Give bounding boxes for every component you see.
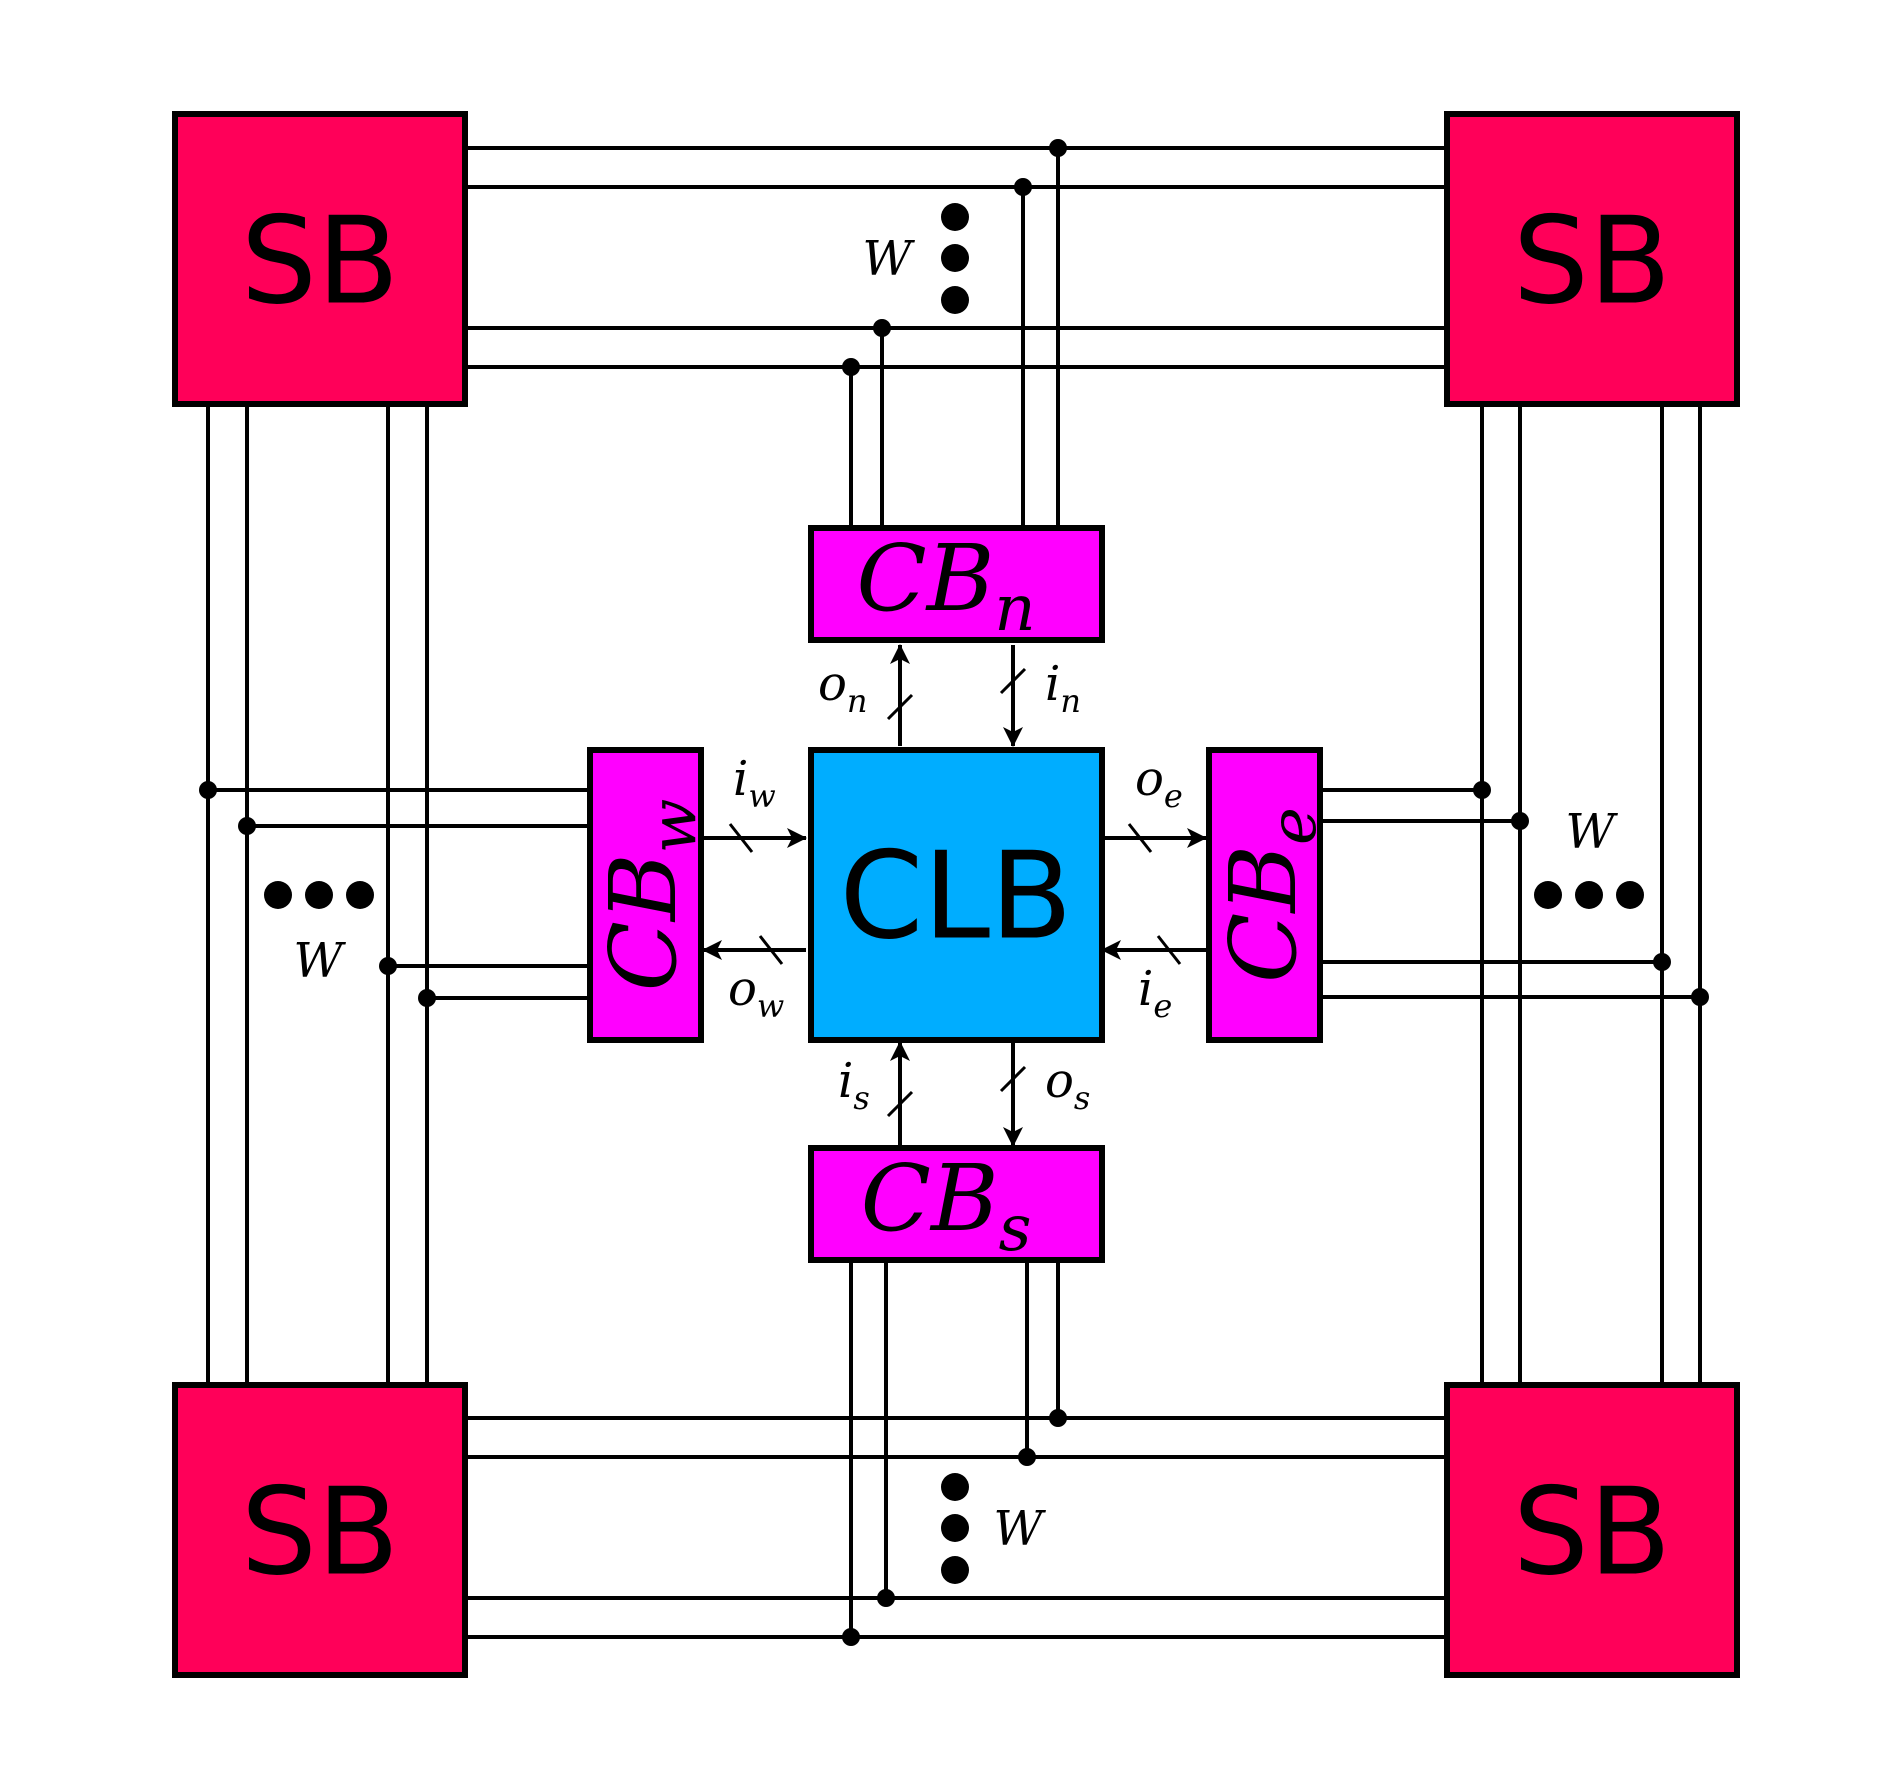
signal-label-i-n: in <box>1045 656 1081 720</box>
svg-text:on: on <box>818 656 868 720</box>
width-label-right: W <box>1565 804 1618 860</box>
svg-text:CBs: CBs <box>861 1145 1032 1266</box>
signal-label-o-n: on <box>818 656 868 720</box>
cb-east-connections <box>1320 788 1700 999</box>
svg-text:CBw: CBw <box>590 799 711 992</box>
width-label-bottom: W <box>993 1501 1046 1557</box>
cb-west-connections <box>208 788 590 1000</box>
width-label-left: W <box>293 933 346 989</box>
signal-label-o-s: os <box>1045 1053 1090 1117</box>
clb-label: CLB <box>840 828 1073 967</box>
svg-text:is: is <box>838 1053 870 1117</box>
svg-text:os: os <box>1045 1053 1090 1117</box>
switch-box-bottom-left: SB <box>172 1382 468 1678</box>
connection-box-south: CBs <box>808 1145 1105 1266</box>
width-label-top: W <box>862 231 915 287</box>
svg-text:ie: ie <box>1138 961 1172 1025</box>
switch-box-top-right: SB <box>1444 111 1740 407</box>
connection-box-north: CBn <box>808 525 1105 646</box>
signal-label-o-w: ow <box>728 961 784 1025</box>
switch-box-label: SB <box>1513 1464 1672 1603</box>
svg-text:oe: oe <box>1135 751 1183 815</box>
signal-arrows <box>702 644 1207 1147</box>
switch-box-bottom-right: SB <box>1444 1382 1740 1678</box>
junction-dots <box>199 139 1709 1646</box>
signal-label-o-e: oe <box>1135 751 1183 815</box>
routing-tracks-bottom <box>465 1416 1447 1639</box>
switch-box-top-left: SB <box>172 111 468 407</box>
ellipsis-left <box>264 881 374 909</box>
routing-tracks-left <box>206 405 429 1385</box>
svg-text:ow: ow <box>728 961 784 1025</box>
cb-south-connections <box>849 1260 1060 1637</box>
connection-box-east: CBe <box>1206 747 1331 1043</box>
routing-tracks-right <box>1480 405 1702 1385</box>
connection-box-west: CBw <box>587 747 711 1043</box>
ellipsis-top <box>941 203 969 314</box>
signal-label-i-s: is <box>838 1053 870 1117</box>
ellipsis-right <box>1534 881 1644 909</box>
cb-north-connections <box>849 148 1060 528</box>
switch-box-label: SB <box>241 1464 400 1603</box>
svg-text:CBe: CBe <box>1210 807 1331 983</box>
signal-label-i-w: iw <box>733 751 776 815</box>
svg-text:iw: iw <box>733 751 776 815</box>
ellipsis-bottom <box>941 1473 969 1584</box>
svg-text:in: in <box>1045 656 1081 720</box>
configurable-logic-block: CLB <box>808 747 1105 1043</box>
svg-text:CBn: CBn <box>856 525 1035 646</box>
routing-tracks-top <box>465 146 1447 369</box>
switch-box-label: SB <box>1513 193 1672 332</box>
switch-box-label: SB <box>241 193 400 332</box>
signal-label-i-e: ie <box>1138 961 1172 1025</box>
bus-width-marks <box>728 667 1182 1118</box>
